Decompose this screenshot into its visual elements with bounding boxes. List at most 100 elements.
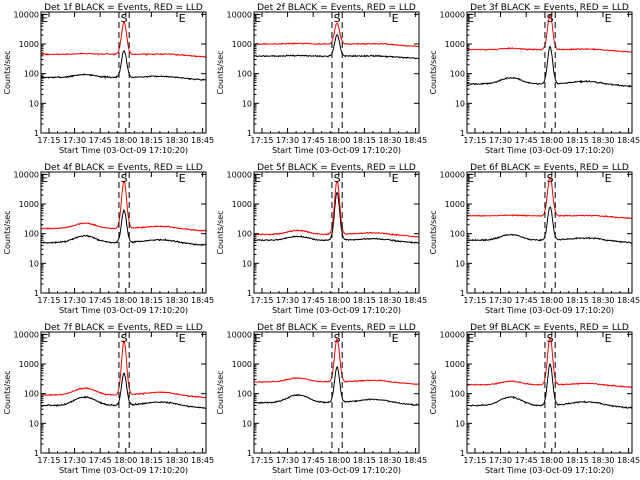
- x-tick-label: 18:00: [114, 296, 137, 305]
- marker-label: E: [467, 172, 474, 185]
- marker-label: E: [467, 12, 474, 25]
- marker-label: S: [121, 12, 128, 25]
- marker-label: S: [334, 12, 341, 25]
- x-tick-label: 17:30: [276, 136, 299, 145]
- y-tick-label: 10000: [14, 170, 39, 179]
- y-axis-label: Counts/sec: [216, 370, 225, 414]
- y-axis-label: Counts/sec: [3, 210, 12, 254]
- x-tick-label: 17:45: [515, 136, 538, 145]
- y-tick-label: 10: [29, 99, 39, 108]
- y-tick-label: 1000: [445, 360, 465, 369]
- x-tick-label: 17:45: [515, 296, 538, 305]
- x-tick-label: 17:15: [37, 136, 60, 145]
- panel-title: Det 3f BLACK = Events, RED = LLD: [470, 3, 629, 13]
- x-tick-label: 18:15: [140, 296, 163, 305]
- x-tick-label: 18:15: [566, 136, 589, 145]
- y-tick-label: 100: [24, 230, 39, 239]
- series-lld-line: [254, 22, 419, 48]
- y-tick-label: 100: [237, 70, 252, 79]
- y-tick-label: 1000: [445, 40, 465, 49]
- x-tick-label: 18:30: [378, 136, 401, 145]
- y-tick-label: 1000: [19, 200, 39, 209]
- x-tick-label: 18:45: [617, 456, 640, 465]
- plot-frame: [253, 11, 420, 134]
- marker-label: E: [392, 12, 399, 25]
- x-tick-label: 18:00: [114, 456, 137, 465]
- marker-label: S: [334, 332, 341, 345]
- marker-label: E: [392, 332, 399, 345]
- y-tick-label: 10000: [440, 170, 465, 179]
- x-axis-label: Start Time (03-Oct-09 17:10:20): [272, 146, 401, 155]
- x-tick-label: 18:30: [591, 456, 614, 465]
- x-tick-label: 17:45: [515, 456, 538, 465]
- panel-title: Det 4f BLACK = Events, RED = LLD: [44, 163, 203, 173]
- series-events-line: [466, 363, 632, 409]
- plot-frame: [253, 331, 420, 454]
- marker-label: S: [547, 12, 554, 25]
- x-tick-label: 18:45: [617, 136, 640, 145]
- x-tick-label: 18:00: [114, 136, 137, 145]
- y-axis-label: Counts/sec: [429, 50, 438, 94]
- y-tick-label: 100: [24, 390, 39, 399]
- x-tick-label: 17:15: [463, 296, 486, 305]
- series-lld-line: [253, 338, 419, 386]
- plot-frame: [40, 11, 207, 134]
- series-lld-line: [466, 176, 632, 220]
- y-tick-label: 1000: [19, 360, 39, 369]
- y-tick-label: 10: [242, 259, 252, 268]
- marker-label: E: [41, 12, 48, 25]
- marker-label: S: [547, 172, 554, 185]
- y-tick-label: 1000: [232, 40, 252, 49]
- x-tick-label: 17:15: [37, 456, 60, 465]
- y-tick-label: 10000: [227, 330, 252, 339]
- x-tick-label: 18:45: [617, 296, 640, 305]
- x-tick-label: 18:45: [404, 136, 427, 145]
- x-tick-label: 17:30: [63, 456, 86, 465]
- x-tick-label: 18:30: [591, 136, 614, 145]
- series-lld-line: [467, 337, 632, 389]
- series-lld-line: [254, 180, 419, 238]
- y-tick-label: 10: [455, 259, 465, 268]
- y-tick-label: 100: [24, 70, 39, 79]
- series-events-line: [253, 34, 419, 60]
- y-tick-label: 10000: [227, 10, 252, 19]
- marker-label: E: [179, 332, 186, 345]
- plot-frame: [466, 171, 633, 294]
- panel-title: Det 7f BLACK = Events, RED = LLD: [44, 323, 203, 333]
- x-tick-label: 18:15: [353, 136, 376, 145]
- y-axis-label: Counts/sec: [429, 210, 438, 254]
- y-tick-label: 1000: [445, 200, 465, 209]
- marker-label: E: [179, 12, 186, 25]
- y-tick-label: 10000: [227, 170, 252, 179]
- y-tick-label: 100: [450, 390, 465, 399]
- x-axis-label: Start Time (03-Oct-09 17:10:20): [59, 466, 188, 475]
- x-axis-label: Start Time (03-Oct-09 17:10:20): [59, 146, 188, 155]
- y-tick-label: 1: [247, 129, 252, 138]
- x-tick-label: 18:45: [191, 456, 214, 465]
- x-tick-label: 17:15: [463, 456, 486, 465]
- series-events-line: [253, 366, 419, 406]
- x-tick-label: 18:00: [327, 136, 350, 145]
- x-tick-label: 17:15: [250, 136, 273, 145]
- marker-label: E: [41, 332, 48, 345]
- x-tick-label: 17:15: [37, 296, 60, 305]
- marker-label: E: [179, 172, 186, 185]
- x-tick-label: 18:00: [327, 456, 350, 465]
- series-events-line: [40, 49, 206, 82]
- x-tick-label: 17:30: [489, 136, 512, 145]
- y-tick-label: 1000: [19, 40, 39, 49]
- x-tick-label: 17:15: [250, 456, 273, 465]
- x-axis-label: Start Time (03-Oct-09 17:10:20): [59, 306, 188, 315]
- series-events-line: [40, 209, 206, 247]
- y-tick-label: 100: [450, 230, 465, 239]
- marker-label: E: [467, 332, 474, 345]
- plot-frame: [253, 171, 420, 294]
- marker-label: E: [41, 172, 48, 185]
- marker-label: S: [121, 172, 128, 185]
